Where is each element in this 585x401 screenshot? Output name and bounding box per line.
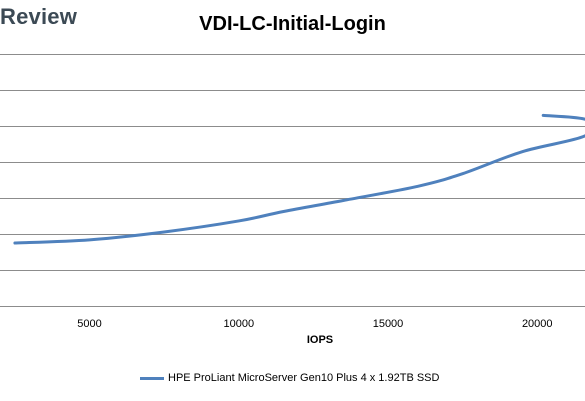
legend-swatch xyxy=(140,376,164,380)
x-axis-title: IOPS xyxy=(306,334,334,346)
x-tick-label: 20000 xyxy=(522,318,553,330)
chart-legend: HPE ProLiant MicroServer Gen10 Plus 4 x … xyxy=(140,372,439,384)
x-tick-label: 10000 xyxy=(223,318,254,330)
x-tick-label: 15000 xyxy=(373,318,404,330)
chart-title: VDI-LC-Initial-Login xyxy=(199,13,386,35)
legend-label: HPE ProLiant MicroServer Gen10 Plus 4 x … xyxy=(168,372,440,384)
series-line xyxy=(13,113,585,245)
x-tick-label: 5000 xyxy=(77,318,101,330)
watermark-logo-text: Review xyxy=(0,4,78,29)
